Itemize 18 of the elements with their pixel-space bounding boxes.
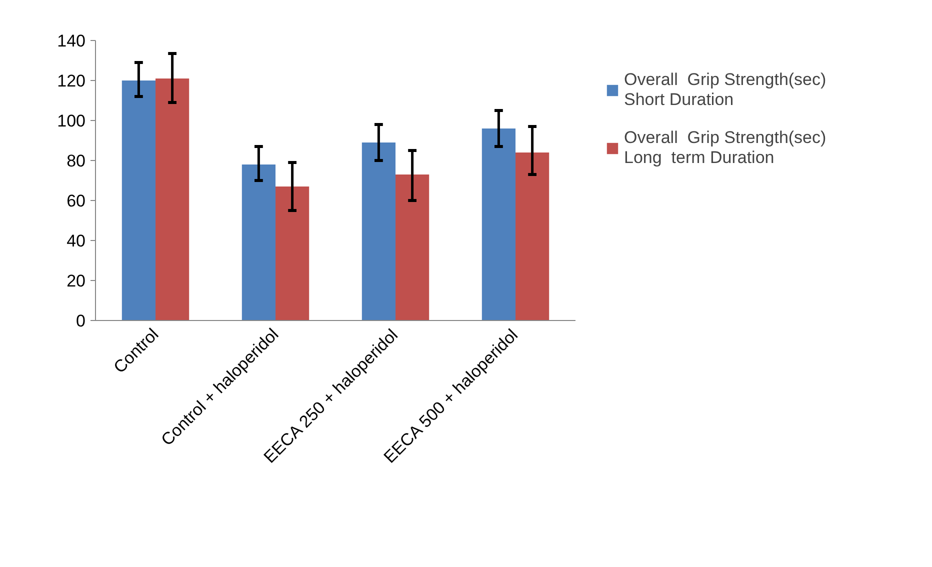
bar bbox=[242, 164, 276, 320]
y-tick-label: 80 bbox=[66, 152, 86, 170]
bar bbox=[156, 78, 190, 320]
bar bbox=[516, 152, 550, 320]
bar bbox=[362, 142, 396, 320]
bar bbox=[482, 128, 516, 320]
y-tick-label: 20 bbox=[66, 272, 86, 290]
y-tick-label: 0 bbox=[76, 312, 86, 330]
y-tick-label: 140 bbox=[57, 32, 86, 50]
y-tick-label: 100 bbox=[57, 112, 86, 130]
bar bbox=[276, 186, 310, 320]
legend-label: Overall Grip Strength(sec) Long term Duration bbox=[624, 128, 826, 168]
y-tick-label: 60 bbox=[66, 192, 86, 210]
y-tick-label: 40 bbox=[66, 232, 86, 250]
y-tick-label: 120 bbox=[57, 72, 86, 90]
bar bbox=[122, 80, 156, 320]
legend-label: Overall Grip Strength(sec) Short Duration bbox=[624, 70, 826, 110]
bar bbox=[396, 174, 430, 320]
